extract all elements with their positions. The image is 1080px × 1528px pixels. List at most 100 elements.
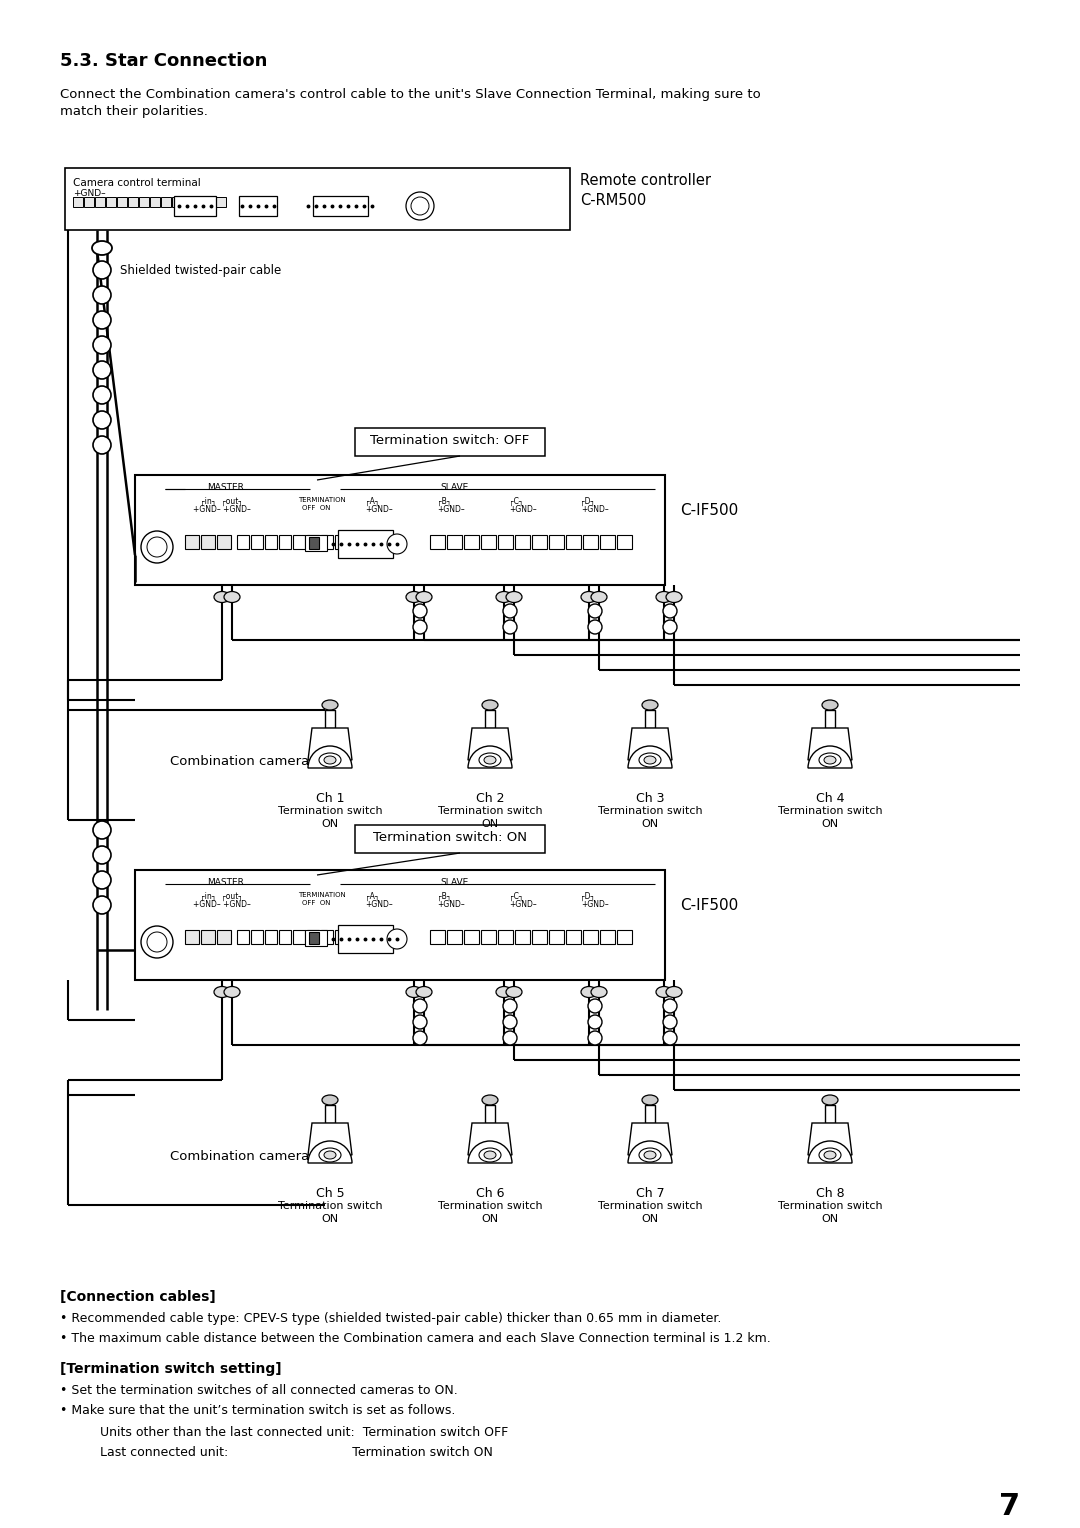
Circle shape	[413, 1015, 427, 1028]
Bar	[498, 931, 513, 944]
Text: • Recommended cable type: CPEV-S type (shielded twisted-pair cable) thicker than: • Recommended cable type: CPEV-S type (s…	[60, 1313, 721, 1325]
Text: Termination switch
ON: Termination switch ON	[278, 1201, 382, 1224]
Circle shape	[93, 336, 111, 354]
Bar	[600, 535, 615, 549]
Text: +GND–: +GND–	[437, 900, 464, 909]
Text: +GND– +GND–: +GND– +GND–	[193, 900, 251, 909]
Text: +GND–: +GND–	[365, 504, 393, 513]
Polygon shape	[468, 727, 512, 759]
Bar	[279, 931, 291, 944]
Bar	[265, 535, 276, 549]
Wedge shape	[308, 1141, 352, 1163]
Text: MASTER: MASTER	[207, 483, 244, 492]
Text: +GND–: +GND–	[365, 900, 393, 909]
Text: Termination switch
ON: Termination switch ON	[437, 1201, 542, 1224]
Bar	[237, 535, 249, 549]
Ellipse shape	[496, 987, 512, 998]
Bar	[481, 535, 496, 549]
Ellipse shape	[224, 987, 240, 998]
Polygon shape	[808, 727, 852, 759]
Text: +GND–: +GND–	[509, 900, 537, 909]
Polygon shape	[627, 1123, 672, 1155]
Bar	[106, 197, 116, 206]
Bar	[355, 825, 545, 853]
Circle shape	[93, 821, 111, 839]
Ellipse shape	[581, 591, 597, 602]
Text: MASTER: MASTER	[207, 879, 244, 886]
Polygon shape	[468, 1123, 512, 1155]
Wedge shape	[627, 746, 672, 769]
Ellipse shape	[819, 1148, 841, 1161]
Wedge shape	[468, 1141, 512, 1163]
Circle shape	[141, 532, 173, 562]
Ellipse shape	[322, 1096, 338, 1105]
Text: OFF  ON: OFF ON	[302, 900, 330, 906]
Bar	[583, 535, 598, 549]
Ellipse shape	[591, 987, 607, 998]
Circle shape	[663, 604, 677, 617]
Wedge shape	[808, 746, 852, 769]
Bar	[325, 1105, 335, 1123]
Wedge shape	[808, 1141, 852, 1163]
Circle shape	[413, 620, 427, 634]
Circle shape	[93, 871, 111, 889]
Circle shape	[663, 999, 677, 1013]
Bar	[129, 197, 138, 206]
Text: C-IF500: C-IF500	[680, 503, 739, 518]
Text: +GND–: +GND–	[437, 504, 464, 513]
Text: 7: 7	[999, 1491, 1020, 1520]
Bar	[293, 931, 305, 944]
Text: ┌D┐: ┌D┐	[580, 497, 595, 506]
Bar	[251, 931, 264, 944]
Bar	[185, 535, 199, 549]
Ellipse shape	[319, 1148, 341, 1161]
Bar	[566, 535, 581, 549]
Bar	[237, 931, 249, 944]
Bar	[307, 535, 319, 549]
Ellipse shape	[416, 987, 432, 998]
Bar	[217, 931, 231, 944]
Bar	[617, 931, 632, 944]
Bar	[307, 931, 319, 944]
Ellipse shape	[324, 1151, 336, 1160]
Ellipse shape	[484, 756, 496, 764]
Ellipse shape	[822, 700, 838, 711]
Bar	[485, 711, 495, 727]
Circle shape	[588, 1031, 602, 1045]
Bar	[279, 535, 291, 549]
Text: Combination camera: Combination camera	[170, 1151, 309, 1163]
Ellipse shape	[507, 987, 522, 998]
Wedge shape	[468, 746, 512, 769]
Bar	[251, 535, 264, 549]
Ellipse shape	[581, 987, 597, 998]
Ellipse shape	[406, 591, 422, 602]
Polygon shape	[808, 1123, 852, 1155]
Bar	[532, 931, 546, 944]
Bar	[338, 530, 393, 558]
Text: Ch 2: Ch 2	[476, 792, 504, 805]
Ellipse shape	[496, 591, 512, 602]
Bar	[201, 931, 215, 944]
Text: Ch 5: Ch 5	[315, 1187, 345, 1199]
Circle shape	[503, 1031, 517, 1045]
Circle shape	[503, 620, 517, 634]
Text: ┌A┐: ┌A┐	[365, 497, 379, 506]
Text: ┌C┐: ┌C┐	[509, 497, 523, 506]
Ellipse shape	[507, 591, 522, 602]
Text: ┌D┐: ┌D┐	[580, 892, 595, 902]
Ellipse shape	[92, 241, 112, 255]
Circle shape	[147, 932, 167, 952]
Text: SLAVE: SLAVE	[440, 483, 469, 492]
Text: [Connection cables]: [Connection cables]	[60, 1290, 216, 1303]
Bar	[532, 535, 546, 549]
Text: +GND– +GND–: +GND– +GND–	[193, 504, 251, 513]
Bar	[239, 196, 276, 215]
Bar	[321, 535, 333, 549]
Circle shape	[147, 536, 167, 558]
Ellipse shape	[591, 591, 607, 602]
Circle shape	[387, 533, 407, 555]
Ellipse shape	[224, 591, 240, 602]
Text: Ch 8: Ch 8	[815, 1187, 845, 1199]
Bar	[65, 168, 570, 231]
Circle shape	[93, 261, 111, 280]
